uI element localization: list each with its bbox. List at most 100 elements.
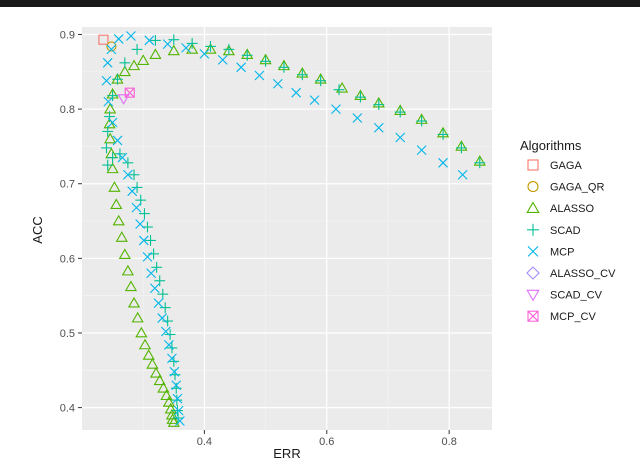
mcp-point [217,54,228,65]
scad-point [172,405,183,416]
mcp-point [160,326,171,337]
major-grid [82,27,492,430]
alasso-point [160,389,173,401]
scad-point [416,115,428,127]
scad-point [168,355,180,367]
mcp-point [131,202,142,213]
legend-key-alasso-cv [526,266,540,280]
scad-point [437,129,449,140]
legend-item-gaga-qr: GAGA_QR [527,181,604,194]
legend-title: Algorithms [520,138,582,153]
mcp-point [106,44,117,55]
legend-key-scad-cv [526,289,540,302]
alasso-point [137,54,150,65]
alasso-point [127,59,141,71]
alasso-point [146,358,159,369]
scad-point [168,34,180,46]
alasso-point [135,326,148,338]
scad-point [456,142,467,154]
scad-point [145,235,156,246]
mcp-point [457,169,468,180]
mcp-cv-point [124,87,135,98]
mcp-point [144,35,155,46]
top-bar [0,0,640,7]
scad-point [128,169,140,181]
legend-label: ALASSO [550,203,594,215]
mcp-point [102,57,113,68]
legend-label: GAGA_QR [550,182,604,194]
alasso-point [104,102,117,114]
scad-point [474,157,486,169]
scad-point [394,106,406,118]
scad-cv-point [117,94,130,105]
scad-point [102,159,114,171]
y-tick-label: 0.8 [60,104,75,116]
mcp-point [172,393,183,404]
mcp-point [291,87,302,98]
legend-item-scad: SCAD [527,223,581,237]
legend-item-mcp: MCP [527,246,574,258]
legend-item-gaga: GAGA [527,159,582,172]
scad-point [102,126,114,137]
mcp-point [352,113,363,123]
plot-panel [82,27,492,430]
legend-item-alasso: ALASSO [526,201,594,215]
alasso-point [149,48,162,59]
mcp-point [438,157,448,168]
legend-key-mcp [527,246,539,257]
scad-point [162,315,174,327]
alasso-point [110,198,123,209]
alasso-point [106,162,119,174]
y-tick-label: 0.9 [60,29,75,41]
alasso-point [138,338,152,350]
mcp-point [373,122,384,133]
scad-point [241,49,253,61]
mcp-point [181,43,191,53]
mcp-point [173,405,184,416]
alasso-point [153,374,166,386]
mcp-point [126,31,136,41]
legend-label: SCAD [550,225,581,237]
scad-point [171,394,183,406]
mcp-point [331,104,341,114]
mcp-point [309,95,320,106]
mcp-point [416,145,427,156]
scad-point [205,41,216,52]
x-tick-label: 0.4 [197,436,212,448]
mcp-point [162,39,173,50]
scad-point [139,208,150,219]
data-points [98,31,486,427]
mcp-point [146,268,157,279]
alasso-point [108,181,121,192]
legend-key-scad [527,223,539,236]
alasso-point [167,44,180,56]
legend-item-mcp-cv: MCP_CV [527,310,597,323]
scad-point [223,43,235,55]
x-axis-title: ERR [273,446,300,461]
scad-point [355,91,366,103]
mcp-point [103,96,114,107]
scad-point [157,288,169,300]
alasso-point [112,214,125,226]
mcp-point [117,152,128,163]
scad-point [114,148,126,160]
scad-point [131,182,143,193]
mcp-point [157,313,168,323]
x-axis: 0.4 0.6 0.8 [197,430,457,448]
scad-point [278,61,290,73]
mcp-point [199,48,210,59]
gaga-qr-point [106,41,117,52]
x-tick-label: 0.6 [319,436,334,448]
x-tick-label: 0.8 [442,436,457,448]
alasso-point [167,416,180,427]
mcp-point [167,353,177,364]
y-tick-label: 0.7 [60,179,75,191]
mcp-point [138,235,149,246]
alasso-point [115,231,128,242]
legend-key-mcp-cv [527,310,539,322]
mcp-point [164,340,174,350]
y-tick-label: 0.5 [60,328,75,340]
y-tick-label: 0.6 [60,253,75,265]
alasso-point [186,43,199,54]
